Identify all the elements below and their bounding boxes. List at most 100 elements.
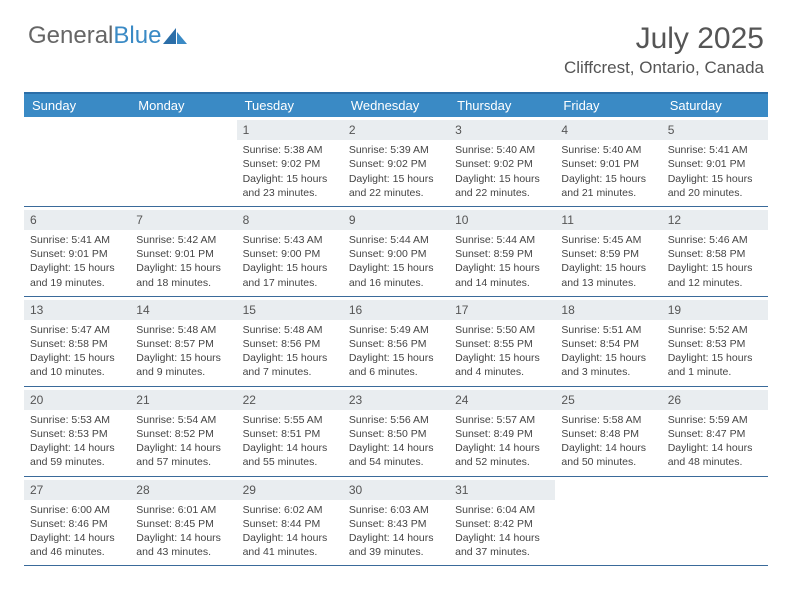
- sunset-text: Sunset: 9:01 PM: [561, 157, 655, 171]
- sunset-text: Sunset: 9:01 PM: [136, 247, 230, 261]
- dayhead-thursday: Thursday: [449, 94, 555, 117]
- sunrise-text: Sunrise: 6:03 AM: [349, 503, 443, 517]
- day-number: 27: [24, 480, 130, 500]
- sunrise-text: Sunrise: 6:01 AM: [136, 503, 230, 517]
- sunset-text: Sunset: 8:54 PM: [561, 337, 655, 351]
- sunrise-text: Sunrise: 5:52 AM: [668, 323, 762, 337]
- daylight-text-2: and 13 minutes.: [561, 276, 655, 290]
- daylight-text-2: and 21 minutes.: [561, 186, 655, 200]
- dayhead-wednesday: Wednesday: [343, 94, 449, 117]
- daylight-text-1: Daylight: 15 hours: [668, 261, 762, 275]
- daylight-text-2: and 59 minutes.: [30, 455, 124, 469]
- day-number: [555, 480, 661, 500]
- week-row: 20Sunrise: 5:53 AMSunset: 8:53 PMDayligh…: [24, 387, 768, 477]
- day-header-row: Sunday Monday Tuesday Wednesday Thursday…: [24, 94, 768, 117]
- location-label: Cliffcrest, Ontario, Canada: [564, 58, 764, 78]
- daylight-text-2: and 9 minutes.: [136, 365, 230, 379]
- daylight-text-1: Daylight: 14 hours: [243, 531, 337, 545]
- sunrise-text: Sunrise: 5:45 AM: [561, 233, 655, 247]
- daylight-text-1: Daylight: 15 hours: [30, 351, 124, 365]
- day-cell: 27Sunrise: 6:00 AMSunset: 8:46 PMDayligh…: [24, 477, 130, 566]
- daylight-text-1: Daylight: 15 hours: [136, 261, 230, 275]
- sunset-text: Sunset: 9:01 PM: [668, 157, 762, 171]
- day-cell: 3Sunrise: 5:40 AMSunset: 9:02 PMDaylight…: [449, 117, 555, 206]
- daylight-text-2: and 57 minutes.: [136, 455, 230, 469]
- week-row: 13Sunrise: 5:47 AMSunset: 8:58 PMDayligh…: [24, 297, 768, 387]
- daylight-text-2: and 12 minutes.: [668, 276, 762, 290]
- daylight-text-2: and 41 minutes.: [243, 545, 337, 559]
- day-cell: 6Sunrise: 5:41 AMSunset: 9:01 PMDaylight…: [24, 207, 130, 296]
- daylight-text-1: Daylight: 15 hours: [561, 172, 655, 186]
- sunrise-text: Sunrise: 5:44 AM: [349, 233, 443, 247]
- day-cell: 30Sunrise: 6:03 AMSunset: 8:43 PMDayligh…: [343, 477, 449, 566]
- sunset-text: Sunset: 8:56 PM: [349, 337, 443, 351]
- daylight-text-1: Daylight: 15 hours: [455, 172, 549, 186]
- daylight-text-1: Daylight: 15 hours: [561, 261, 655, 275]
- sunrise-text: Sunrise: 5:50 AM: [455, 323, 549, 337]
- day-cell: 5Sunrise: 5:41 AMSunset: 9:01 PMDaylight…: [662, 117, 768, 206]
- day-cell: 25Sunrise: 5:58 AMSunset: 8:48 PMDayligh…: [555, 387, 661, 476]
- day-number: 25: [555, 390, 661, 410]
- sunset-text: Sunset: 9:00 PM: [243, 247, 337, 261]
- sunrise-text: Sunrise: 5:48 AM: [136, 323, 230, 337]
- daylight-text-1: Daylight: 15 hours: [243, 172, 337, 186]
- sunset-text: Sunset: 8:51 PM: [243, 427, 337, 441]
- sunrise-text: Sunrise: 5:41 AM: [668, 143, 762, 157]
- day-number: 2: [343, 120, 449, 140]
- daylight-text-1: Daylight: 14 hours: [136, 531, 230, 545]
- day-number: 13: [24, 300, 130, 320]
- daylight-text-1: Daylight: 15 hours: [668, 172, 762, 186]
- day-number: 29: [237, 480, 343, 500]
- sunrise-text: Sunrise: 5:49 AM: [349, 323, 443, 337]
- daylight-text-2: and 14 minutes.: [455, 276, 549, 290]
- dayhead-tuesday: Tuesday: [237, 94, 343, 117]
- day-number: [662, 480, 768, 500]
- daylight-text-1: Daylight: 14 hours: [455, 441, 549, 455]
- logo-sail-icon: [163, 26, 189, 46]
- day-cell: 26Sunrise: 5:59 AMSunset: 8:47 PMDayligh…: [662, 387, 768, 476]
- sunset-text: Sunset: 8:45 PM: [136, 517, 230, 531]
- day-cell: 20Sunrise: 5:53 AMSunset: 8:53 PMDayligh…: [24, 387, 130, 476]
- week-row: 27Sunrise: 6:00 AMSunset: 8:46 PMDayligh…: [24, 477, 768, 567]
- sunset-text: Sunset: 8:56 PM: [243, 337, 337, 351]
- daylight-text-2: and 20 minutes.: [668, 186, 762, 200]
- daylight-text-2: and 18 minutes.: [136, 276, 230, 290]
- day-cell: 7Sunrise: 5:42 AMSunset: 9:01 PMDaylight…: [130, 207, 236, 296]
- daylight-text-2: and 23 minutes.: [243, 186, 337, 200]
- day-number: 31: [449, 480, 555, 500]
- day-cell: 31Sunrise: 6:04 AMSunset: 8:42 PMDayligh…: [449, 477, 555, 566]
- daylight-text-2: and 17 minutes.: [243, 276, 337, 290]
- daylight-text-1: Daylight: 14 hours: [455, 531, 549, 545]
- daylight-text-1: Daylight: 15 hours: [561, 351, 655, 365]
- daylight-text-1: Daylight: 14 hours: [561, 441, 655, 455]
- daylight-text-1: Daylight: 14 hours: [243, 441, 337, 455]
- day-cell: 29Sunrise: 6:02 AMSunset: 8:44 PMDayligh…: [237, 477, 343, 566]
- sunrise-text: Sunrise: 5:59 AM: [668, 413, 762, 427]
- sunrise-text: Sunrise: 5:43 AM: [243, 233, 337, 247]
- title-block: July 2025 Cliffcrest, Ontario, Canada: [564, 22, 764, 78]
- day-number: 16: [343, 300, 449, 320]
- sunset-text: Sunset: 8:57 PM: [136, 337, 230, 351]
- page-header: GeneralBlue July 2025 Cliffcrest, Ontari…: [0, 0, 792, 84]
- sunrise-text: Sunrise: 5:51 AM: [561, 323, 655, 337]
- sunset-text: Sunset: 8:43 PM: [349, 517, 443, 531]
- daylight-text-1: Daylight: 14 hours: [30, 531, 124, 545]
- sunset-text: Sunset: 8:58 PM: [30, 337, 124, 351]
- daylight-text-1: Daylight: 14 hours: [668, 441, 762, 455]
- day-number: 10: [449, 210, 555, 230]
- sunrise-text: Sunrise: 6:02 AM: [243, 503, 337, 517]
- sunrise-text: Sunrise: 5:40 AM: [455, 143, 549, 157]
- sunrise-text: Sunrise: 5:54 AM: [136, 413, 230, 427]
- sunrise-text: Sunrise: 5:55 AM: [243, 413, 337, 427]
- day-number: 21: [130, 390, 236, 410]
- day-number: 15: [237, 300, 343, 320]
- daylight-text-2: and 37 minutes.: [455, 545, 549, 559]
- day-number: 1: [237, 120, 343, 140]
- daylight-text-2: and 52 minutes.: [455, 455, 549, 469]
- sunset-text: Sunset: 9:02 PM: [243, 157, 337, 171]
- sunset-text: Sunset: 8:49 PM: [455, 427, 549, 441]
- day-number: [130, 120, 236, 140]
- daylight-text-2: and 19 minutes.: [30, 276, 124, 290]
- day-number: 26: [662, 390, 768, 410]
- sunrise-text: Sunrise: 5:46 AM: [668, 233, 762, 247]
